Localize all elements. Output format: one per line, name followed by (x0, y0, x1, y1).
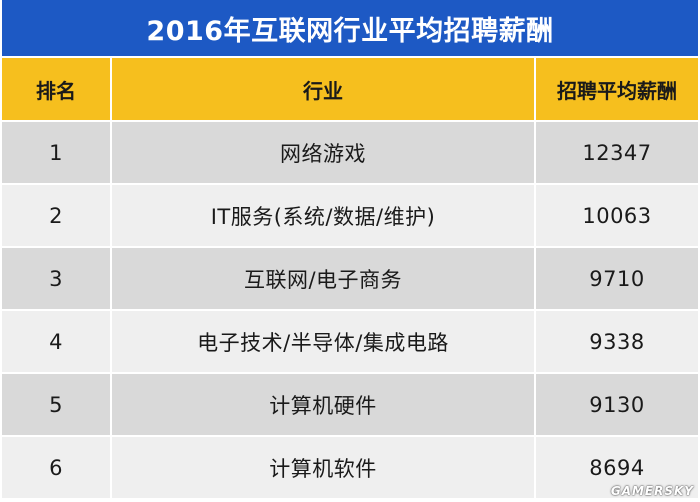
column-header-rank: 排名 (2, 58, 112, 122)
table-row: 6 计算机软件 8694 (2, 437, 698, 500)
rank-cell: 5 (2, 374, 112, 437)
table-row: 5 计算机硬件 9130 (2, 374, 698, 437)
rank-cell: 6 (2, 437, 112, 500)
industry-cell: 网络游戏 (112, 122, 536, 185)
industry-cell: 电子技术/半导体/集成电路 (112, 311, 536, 374)
rank-cell: 1 (2, 122, 112, 185)
salary-table: 排名 行业 招聘平均薪酬 1 网络游戏 12347 2 IT服务(系统/数据/维… (2, 58, 698, 500)
industry-cell: 计算机软件 (112, 437, 536, 500)
table-row: 2 IT服务(系统/数据/维护) 10063 (2, 185, 698, 248)
salary-cell: 9130 (536, 374, 698, 437)
salary-cell: 9710 (536, 248, 698, 311)
salary-cell: 10063 (536, 185, 698, 248)
salary-cell: 9338 (536, 311, 698, 374)
table-row: 1 网络游戏 12347 (2, 122, 698, 185)
column-header-salary: 招聘平均薪酬 (536, 58, 698, 122)
table-row: 4 电子技术/半导体/集成电路 9338 (2, 311, 698, 374)
industry-cell: 互联网/电子商务 (112, 248, 536, 311)
salary-cell: 12347 (536, 122, 698, 185)
salary-cell: 8694 (536, 437, 698, 500)
rank-cell: 4 (2, 311, 112, 374)
rank-cell: 2 (2, 185, 112, 248)
table-header-row: 排名 行业 招聘平均薪酬 (2, 58, 698, 122)
column-header-industry: 行业 (112, 58, 536, 122)
industry-cell: IT服务(系统/数据/维护) (112, 185, 536, 248)
table-title: 2016年互联网行业平均招聘薪酬 (2, 0, 698, 58)
rank-cell: 3 (2, 248, 112, 311)
source-watermark: GAMERSKY (610, 484, 694, 498)
industry-cell: 计算机硬件 (112, 374, 536, 437)
table-row: 3 互联网/电子商务 9710 (2, 248, 698, 311)
